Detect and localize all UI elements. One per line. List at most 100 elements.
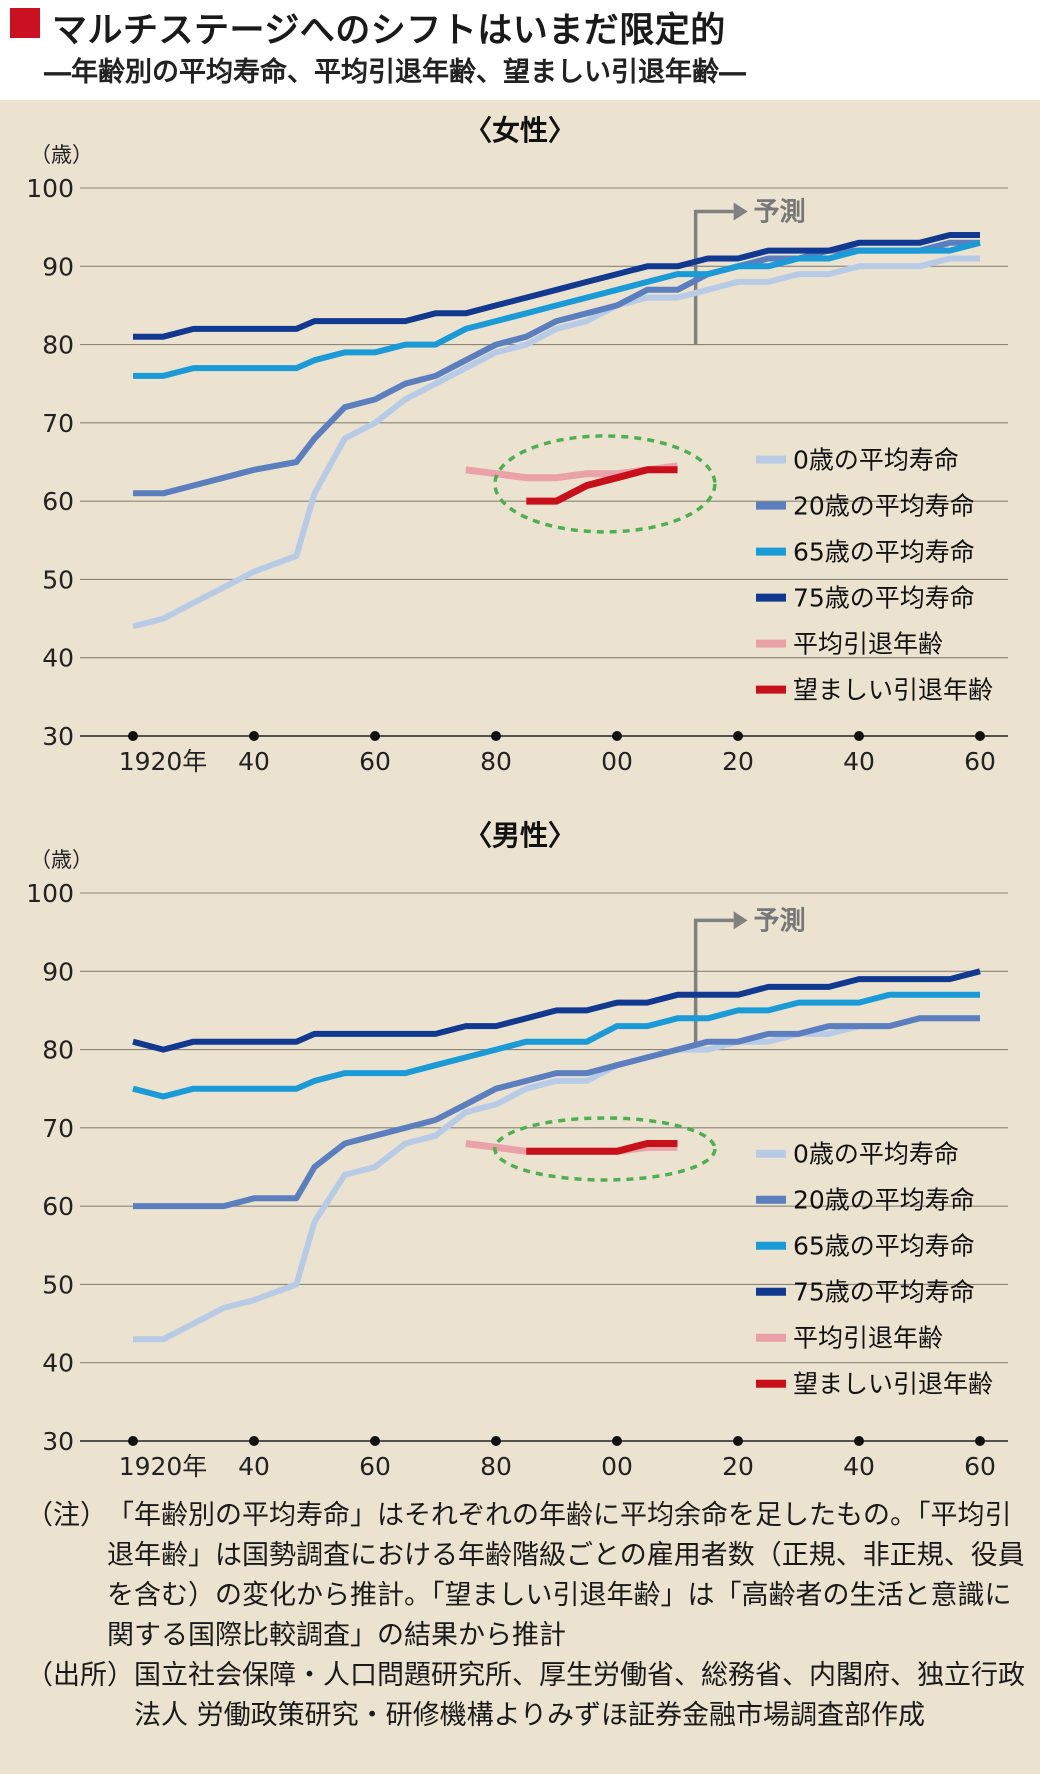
x-tick-dot <box>249 1436 259 1446</box>
x-tick-label: 20 <box>722 747 754 776</box>
note-row-remarks: （注） 「年齢別の平均寿命」はそれぞれの年齢に平均余命を足したもの。「平均引退年… <box>26 1496 1026 1656</box>
legend: 0歳の平均寿命 20歳の平均寿命 65歳の平均寿命 75歳の平均寿命平均引退年齢望まし… <box>756 446 993 705</box>
x-tick-dot <box>733 1436 743 1446</box>
y-axis: 100 90 80 70 60 50 40 30 <box>26 174 1008 751</box>
series-lines <box>132 232 981 630</box>
x-tick-dot <box>612 731 622 741</box>
x-tick-dot <box>733 731 743 741</box>
legend-label: 65歳の平均寿命 <box>793 538 975 567</box>
highlight-ellipse <box>493 434 717 534</box>
chart-female: 〈女性〉 （歳） 100 90 80 70 60 50 40 30 1920年 40 60 80 00 20 4… <box>26 114 1008 776</box>
series-line-2 <box>133 239 981 379</box>
y-axis-unit: （歳） <box>30 848 93 872</box>
x-tick-dot <box>370 1436 380 1446</box>
series-lines <box>132 968 981 1343</box>
x-tick-dot <box>128 1436 138 1446</box>
forecast-arrow-line <box>693 918 734 1046</box>
legend-label: 平均引退年齢 <box>793 630 943 659</box>
x-axis: 1920年 40 60 80 00 20 40 60 <box>119 731 996 776</box>
note-label: （注） <box>26 1500 107 1531</box>
series-line-2 <box>132 991 980 1100</box>
legend-label: 0歳の平均寿命 <box>793 446 959 475</box>
x-tick-label: 40 <box>238 1452 270 1481</box>
legend-label: 20歳の平均寿命 <box>793 492 975 521</box>
note-row-source: （出所） 国立社会保障・人口問題研究所、厚生労働省、総務省、内閣府、独立行政法人… <box>26 1656 1026 1736</box>
y-tick-label: 40 <box>42 644 74 673</box>
x-tick-dot <box>975 1436 985 1446</box>
y-tick-label: 30 <box>42 722 74 751</box>
x-axis: 1920年 40 60 80 00 20 40 60 <box>119 1436 996 1481</box>
forecast-arrow-head <box>733 202 748 221</box>
y-tick-label: 70 <box>42 1114 74 1143</box>
legend-label: 平均引退年齢 <box>793 1324 943 1353</box>
forecast-label: 予測 <box>754 197 806 227</box>
source-text: 国立社会保障・人口問題研究所、厚生労働省、総務省、内閣府、独立行政法人 労働政策… <box>134 1660 1025 1731</box>
x-tick-label: 60 <box>359 747 391 776</box>
x-tick-label: 80 <box>480 1452 512 1481</box>
source-label: （出所） <box>26 1660 134 1691</box>
x-tick-dot <box>128 731 138 741</box>
x-tick-dot <box>612 1436 622 1446</box>
y-tick-label: 100 <box>26 879 74 908</box>
forecast-marker: 予測 <box>693 906 806 1046</box>
y-tick-label: 80 <box>42 331 74 360</box>
y-axis-unit: （歳） <box>30 143 93 167</box>
chart-male: 〈男性〉 （歳） 100 90 80 70 60 50 40 30 1920年 40 60 80 00 20 4… <box>26 819 1008 1481</box>
forecast-arrow-head <box>733 911 748 930</box>
series-line-0 <box>133 1015 980 1343</box>
series-line-0 <box>132 255 980 630</box>
legend-label: 65歳の平均寿命 <box>793 1232 975 1261</box>
forecast-label: 予測 <box>754 906 806 936</box>
x-tick-dot <box>370 731 380 741</box>
forecast-arrow-line <box>693 209 734 345</box>
x-tick-label: 40 <box>843 1452 875 1481</box>
forecast-marker: 予測 <box>693 197 806 345</box>
x-tick-dot <box>249 731 259 741</box>
series-line-5 <box>526 466 678 505</box>
x-tick-label: 00 <box>601 747 633 776</box>
x-tick-label: 1920年 <box>119 1452 208 1481</box>
series-line-1 <box>133 1015 980 1210</box>
title-marker <box>10 8 40 38</box>
panel-title: 〈男性〉 <box>464 819 576 852</box>
legend-label: 75歳の平均寿命 <box>793 1278 975 1307</box>
x-tick-label: 00 <box>601 1452 633 1481</box>
x-tick-dot <box>975 731 985 741</box>
y-tick-label: 50 <box>42 1270 74 1299</box>
chart-subtitle: ―年齢別の平均寿命、平均引退年齢、望ましい引退年齢― <box>44 57 746 88</box>
x-tick-dot <box>491 1436 501 1446</box>
y-tick-label: 40 <box>42 1349 74 1378</box>
x-tick-label: 60 <box>964 1452 996 1481</box>
x-tick-label: 1920年 <box>119 747 208 776</box>
chart-title: マルチステージへのシフトはいまだ限定的 <box>52 11 726 51</box>
x-tick-label: 20 <box>722 1452 754 1481</box>
y-tick-label: 100 <box>26 174 74 203</box>
x-tick-dot <box>854 1436 864 1446</box>
legend-label: 望ましい引退年齢 <box>793 1370 993 1399</box>
y-tick-label: 80 <box>42 1036 74 1065</box>
legend-label: 20歳の平均寿命 <box>793 1186 975 1215</box>
x-tick-label: 60 <box>359 1452 391 1481</box>
note-text: 「年齢別の平均寿命」はそれぞれの年齢に平均余命を足したもの。「平均引退年齢」は国… <box>107 1500 1025 1651</box>
legend: 0歳の平均寿命 20歳の平均寿命 65歳の平均寿命 75歳の平均寿命平均引退年齢望まし… <box>756 1140 993 1399</box>
y-tick-label: 90 <box>42 252 74 281</box>
x-tick-dot <box>491 731 501 741</box>
x-tick-label: 80 <box>480 747 512 776</box>
y-tick-label: 90 <box>42 957 74 986</box>
series-line-5 <box>526 1140 678 1155</box>
legend-label: 望ましい引退年齢 <box>793 676 993 705</box>
y-tick-label: 60 <box>42 487 74 516</box>
chart-panel <box>0 100 1040 1774</box>
y-tick-label: 50 <box>42 565 74 594</box>
y-tick-label: 60 <box>42 1192 74 1221</box>
panel-title: 〈女性〉 <box>464 114 576 147</box>
notes: （注） 「年齢別の平均寿命」はそれぞれの年齢に平均余命を足したもの。「平均引退年… <box>26 1496 1026 1736</box>
header: マルチステージへのシフトはいまだ限定的 ―年齢別の平均寿命、平均引退年齢、望まし… <box>0 0 1040 100</box>
x-tick-label: 60 <box>964 747 996 776</box>
y-tick-label: 70 <box>42 409 74 438</box>
legend-label: 75歳の平均寿命 <box>793 584 975 613</box>
series-line-3 <box>133 232 980 340</box>
x-tick-label: 40 <box>238 747 270 776</box>
legend-label: 0歳の平均寿命 <box>793 1140 959 1169</box>
series-line-3 <box>132 968 981 1053</box>
